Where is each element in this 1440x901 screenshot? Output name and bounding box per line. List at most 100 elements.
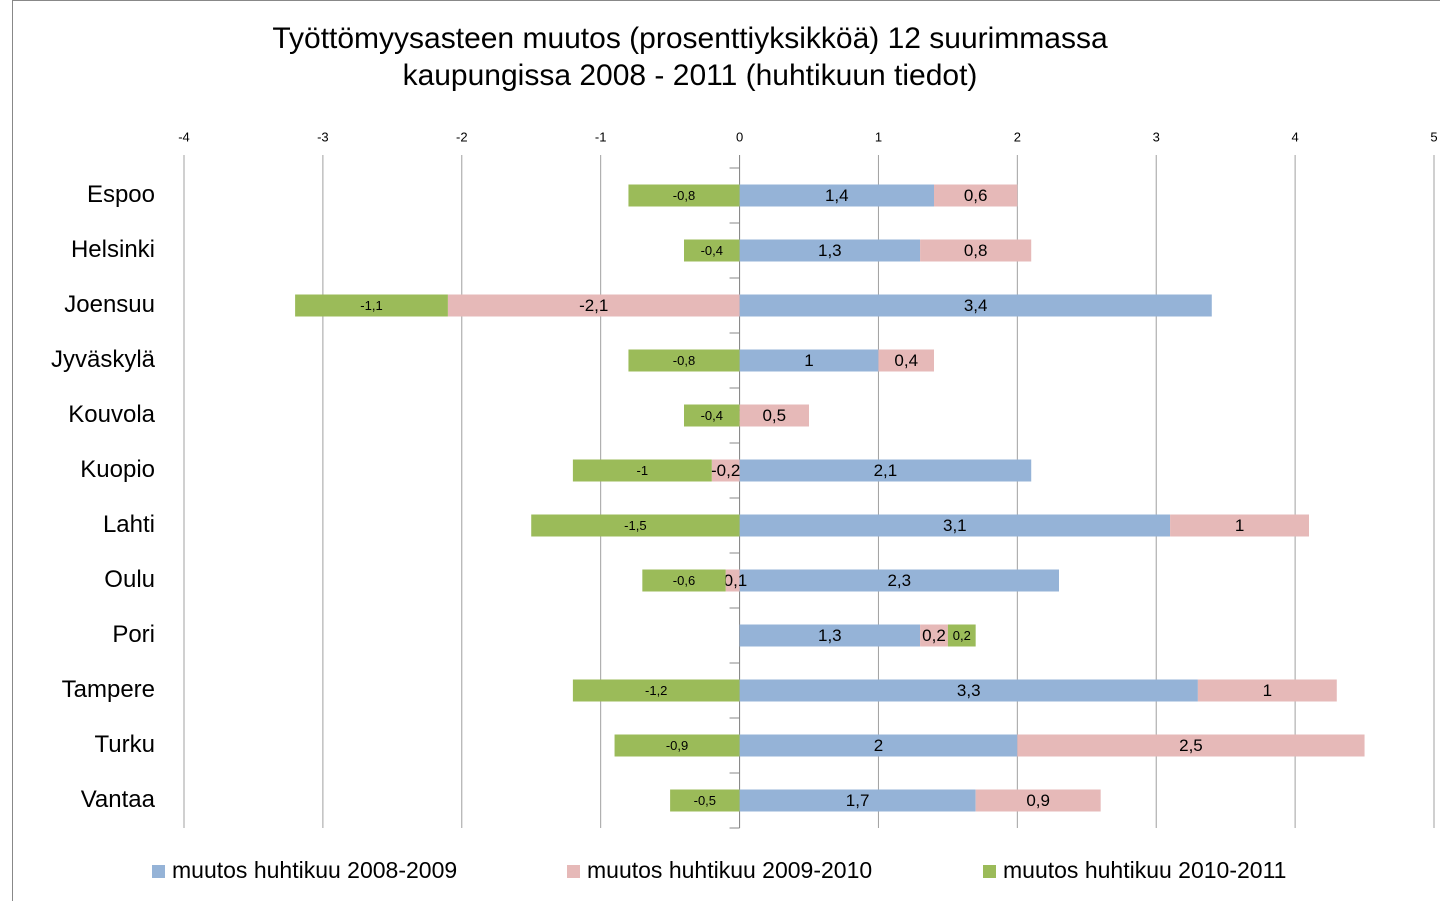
x-tick-label: -3 [317,129,329,144]
bar [295,294,448,317]
bar [739,679,1198,702]
y-tick-label: Kouvola [68,401,155,428]
bar [572,679,740,702]
bar [920,624,948,647]
bar [739,349,879,372]
bar [628,349,740,372]
bar [711,459,740,482]
bar [739,624,921,647]
data-label: 3,3 [957,681,981,700]
y-tick-label: Espoo [87,181,155,208]
bar [739,239,921,262]
data-label: 0,5 [762,406,786,425]
x-tick-label: -4 [178,129,190,144]
bar [684,404,740,427]
bar [614,734,740,757]
x-tick-label: 2 [1014,129,1021,144]
data-label: 3,4 [964,296,988,315]
data-label: -0,4 [701,243,723,258]
data-label: 1,4 [825,186,849,205]
data-label: 2 [874,736,883,755]
y-tick-label: Turku [95,731,155,758]
bar [920,239,1032,262]
bar [1017,734,1365,757]
legend-label: muutos huhtikuu 2008-2009 [172,857,457,883]
bar [684,239,740,262]
data-label: -0,8 [673,353,695,368]
bar [739,569,1059,592]
bar [1170,514,1309,537]
data-label: -1,5 [624,518,646,533]
legend-swatch [152,865,165,878]
chart-frame [12,0,1440,901]
bar [739,789,976,812]
x-tick-label: 1 [875,129,882,144]
legend-swatch [983,865,996,878]
data-label: 0,6 [964,186,988,205]
bar [670,789,740,812]
data-label: -0,6 [673,573,695,588]
bar [947,624,976,647]
bar [878,349,934,372]
legend-label: muutos huhtikuu 2010-2011 [1003,857,1286,883]
bar [739,459,1032,482]
data-label: 1 [804,351,813,370]
x-tick-label: 3 [1153,129,1160,144]
data-label: -2,1 [579,296,608,315]
legend-label: muutos huhtikuu 2009-2010 [587,857,872,883]
data-label: -0,8 [673,188,695,203]
y-tick-label: Helsinki [71,236,155,263]
data-label: -1,1 [360,298,382,313]
data-label: -1,2 [645,683,667,698]
x-tick-label: -2 [456,129,468,144]
x-tick-label: 5 [1430,129,1437,144]
bar [642,569,726,592]
bar [739,404,809,427]
chart-title: Työttömyysasteen muutos (prosenttiyksikk… [272,22,1108,55]
data-label: 1 [1263,681,1272,700]
legend-swatch [567,865,580,878]
bar [739,294,1212,317]
data-label: 0,8 [964,241,988,260]
bar [447,294,740,317]
bar [531,514,740,537]
data-label: -0,5 [694,793,716,808]
data-label: 0,2 [953,628,971,643]
bar [572,459,712,482]
data-label: -0,9 [666,738,688,753]
bar [739,734,1018,757]
data-label: 2,5 [1179,736,1203,755]
bar [628,184,740,207]
y-tick-label: Pori [112,621,155,648]
bar [739,514,1171,537]
y-tick-label: Oulu [104,566,155,593]
data-label: 1 [1235,516,1244,535]
x-tick-label: 0 [736,129,743,144]
bar [975,789,1101,812]
bar [934,184,1018,207]
y-tick-label: Vantaa [81,786,156,813]
bar [739,184,934,207]
data-label: 0,4 [894,351,918,370]
chart-title: kaupungissa 2008 - 2011 (huhtikuun tiedo… [403,59,978,92]
data-label: -0,2 [711,461,740,480]
x-tick-label: -1 [595,129,607,144]
bar [1197,679,1337,702]
data-label: 1,3 [818,241,842,260]
data-label: 3,1 [943,516,967,535]
y-tick-label: Joensuu [64,291,155,318]
data-label: 2,3 [887,571,911,590]
y-tick-label: Jyväskylä [51,346,156,373]
data-label: -0,4 [701,408,723,423]
data-label: 0,2 [922,626,946,645]
data-label: 1,3 [818,626,842,645]
y-tick-label: Lahti [103,511,155,538]
data-label: 2,1 [874,461,898,480]
y-tick-label: Kuopio [80,456,155,483]
y-tick-label: Tampere [62,676,155,703]
data-label: 1,7 [846,791,870,810]
data-label: 0,9 [1026,791,1050,810]
x-tick-label: 4 [1291,129,1298,144]
data-label: -1 [637,463,649,478]
